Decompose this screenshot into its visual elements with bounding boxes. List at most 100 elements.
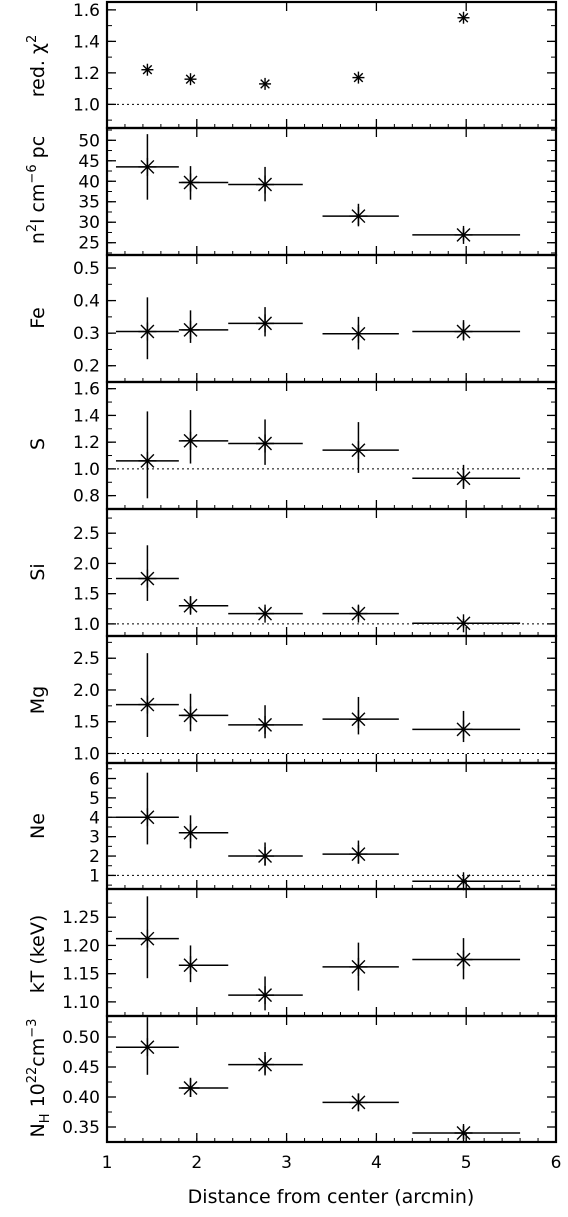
y-tick-label: 1.2 [73,64,100,84]
panel-chi2: 1.0 1.2 1.4 1.6 [73,0,558,130]
y-tick-label: 0.45 [62,1058,100,1078]
data-point [454,872,473,891]
data-point [184,73,197,86]
data-point [138,451,157,470]
data-point [138,929,157,948]
xaxis-label: Distance from center (arcmin) [188,1186,475,1208]
x-tick-label: 5 [461,1153,472,1173]
svg-text:Si: Si [27,563,49,580]
data-point [181,706,200,725]
plot-layer: 1.01.21.41.62530354045500.20.30.40.50.81… [62,1,561,1173]
data-point [454,1124,473,1142]
data-point [138,1038,157,1057]
y-tick-label: 1.5 [73,713,100,733]
data-point [181,1079,200,1097]
y-tick-label: 40 [78,172,100,192]
x-tick-label: 4 [371,1153,382,1173]
ylabel-chi2: red. χ2 [25,35,49,97]
ylabel-kt: kT (keV) [27,915,49,994]
panel-frame [105,761,558,891]
data-point [352,71,365,84]
data-point [181,173,200,192]
panel-Si: 1.0 1.5 2.0 2.5 [73,507,558,638]
data-point [349,324,368,343]
y-tick-label: 1.6 [73,1,100,21]
y-tick-label: 0.40 [62,1088,100,1108]
y-tick-label: 0.5 [73,259,100,279]
data-point [256,314,275,333]
panel-frame [105,887,558,1018]
panel-frame [105,0,558,130]
y-tick-label: 25 [78,234,100,254]
panel-Fe: 0.2 0.3 0.4 0.5 [73,253,558,384]
y-tick-label: 2.0 [73,554,100,574]
y-tick-label: 1.4 [73,406,100,426]
data-point [256,986,275,1005]
panel-frame [105,253,558,384]
x-tick-label: 1 [102,1153,113,1173]
ylabel-s: S [27,438,49,450]
svg-text:Mg: Mg [27,686,49,714]
data-point [349,604,368,623]
y-tick-label: 1.0 [73,460,100,480]
data-point [349,1093,368,1112]
y-tick-label: 1.0 [73,95,100,115]
data-point [141,63,154,76]
y-tick-label: 0.50 [62,1028,100,1048]
data-point [349,441,368,460]
panel-Mg: 1.0 1.5 2.0 2.5 [73,634,558,764]
data-point [454,720,473,739]
y-tick-label: 0.3 [73,324,100,344]
svg-text:red. χ2: red. χ2 [25,35,49,97]
data-point [259,77,272,90]
y-tick-label: 4 [89,808,100,828]
data-point [138,322,157,341]
data-point [138,808,157,827]
svg-text:n2l cm−6 pc: n2l cm−6 pc [25,136,49,244]
ylabel-mg: Mg [27,686,49,714]
ylabel-nh: NH 1022cm−3 [25,1019,53,1138]
panel-frame [105,126,558,257]
panel-frame [105,507,558,638]
data-point [349,845,368,864]
ylabel-norm: n2l cm−6 pc [25,136,49,244]
y-tick-label: 6 [89,770,100,790]
y-tick-label: 45 [78,152,100,172]
ylabel-si: Si [27,563,49,580]
y-tick-label: 1.0 [73,744,100,764]
y-tick-label: 2.0 [73,681,100,701]
svg-text:S: S [27,438,49,450]
panel-frame [105,1014,558,1144]
y-tick-label: 3 [89,828,100,848]
data-point [181,823,200,842]
y-tick-label: 0.8 [73,487,100,507]
y-tick-label: 1.10 [62,993,100,1013]
data-point [138,569,157,588]
data-point [256,434,275,453]
ylabel-ne: Ne [27,813,49,839]
ylabel-fe: Fe [27,307,49,329]
y-tick-label: 2.5 [73,524,100,544]
data-point [138,157,157,176]
data-point [256,847,275,866]
data-point [457,11,470,24]
y-tick-label: 0.2 [73,357,100,377]
data-point [349,710,368,729]
y-tick-label: 1.25 [62,908,100,928]
y-tick-label: 35 [78,193,100,213]
panel-NH: 0.35 0.40 0.45 0.50 [62,1014,558,1144]
data-point [454,950,473,969]
y-tick-label: 1.15 [62,965,100,985]
y-tick-label: 1 [89,866,100,886]
data-point [181,320,200,339]
data-point [181,956,200,975]
panel-S: 0.8 1.0 1.2 1.4 1.6 [73,380,558,511]
panel-frame [105,380,558,511]
y-tick-label: 2.5 [73,649,100,669]
y-tick-label: 0.35 [62,1118,100,1138]
y-tick-label: 1.6 [73,380,100,400]
svg-text:kT (keV): kT (keV) [27,915,49,994]
data-point [181,431,200,450]
